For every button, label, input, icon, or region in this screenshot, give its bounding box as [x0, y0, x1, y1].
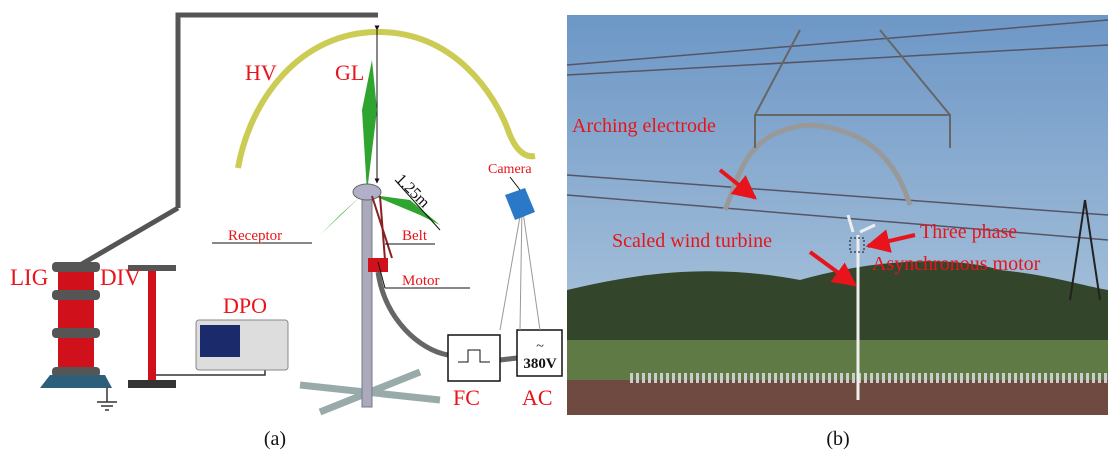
div-base	[128, 380, 176, 388]
lig-column	[58, 268, 94, 378]
label-dpo: DPO	[223, 293, 267, 318]
caption-b: (b)	[826, 428, 849, 450]
label-motor-1: Three phase	[920, 221, 1017, 243]
panel-b: Arching electrode Three phase Asynchrono…	[567, 15, 1108, 450]
tripod	[500, 205, 540, 330]
pointer	[510, 177, 520, 190]
ac-symbol: ~	[536, 339, 544, 354]
div-pole	[148, 268, 156, 380]
hv-wire	[178, 15, 378, 208]
hub	[353, 184, 381, 200]
label-receptor: Receptor	[228, 228, 282, 244]
lig-base	[40, 375, 112, 388]
ground	[567, 380, 1108, 415]
label-electrode: Arching electrode	[572, 115, 716, 137]
ground	[97, 388, 117, 410]
label-fc: FC	[453, 385, 480, 410]
label-belt: Belt	[402, 228, 428, 244]
blade	[312, 195, 362, 243]
label-motor: Motor	[402, 273, 440, 289]
label-voltage: 380V	[523, 356, 557, 372]
dpo-screen	[200, 325, 240, 357]
label-gl: GL	[335, 60, 364, 85]
label-div: DIV	[100, 265, 141, 290]
turbine-tower	[362, 192, 372, 407]
label-camera: Camera	[488, 162, 532, 177]
caption-a: (a)	[264, 428, 286, 450]
figure: HV GL 1.25m Camera Receptor Belt Motor L…	[0, 0, 1115, 461]
label-turbine: Scaled wind turbine	[612, 230, 772, 252]
belt	[372, 196, 392, 260]
cable	[500, 358, 517, 360]
panel-a: HV GL 1.25m Camera Receptor Belt Motor L…	[10, 15, 562, 450]
camera-body	[505, 188, 535, 220]
label-hv: HV	[245, 60, 277, 85]
motor-box	[368, 258, 388, 272]
electrode	[238, 32, 535, 168]
label-motor-2: Asynchronous motor	[872, 253, 1041, 275]
fc-box	[448, 335, 500, 381]
lig-wire	[75, 208, 178, 268]
label-lig: LIG	[10, 265, 48, 290]
label-ac: AC	[522, 385, 553, 410]
